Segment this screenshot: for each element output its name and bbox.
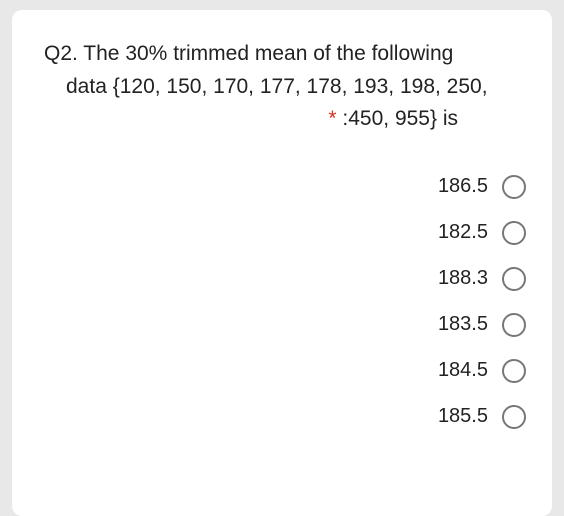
radio-icon: [502, 175, 526, 199]
option-6[interactable]: 185.5: [438, 394, 526, 440]
question-card: Q2. The 30% trimmed mean of the followin…: [12, 10, 552, 516]
option-label: 183.5: [438, 313, 488, 336]
radio-icon: [502, 405, 526, 429]
question-line-2: data {120, 150, 170, 177, 178, 193, 198,…: [38, 71, 526, 104]
option-3[interactable]: 188.3: [438, 256, 526, 302]
radio-icon: [502, 221, 526, 245]
option-label: 188.3: [438, 267, 488, 290]
option-5[interactable]: 184.5: [438, 348, 526, 394]
option-1[interactable]: 186.5: [438, 164, 526, 210]
options-group: 186.5 182.5 188.3 183.5 184.5 185.5: [38, 164, 526, 440]
radio-icon: [502, 359, 526, 383]
option-label: 184.5: [438, 359, 488, 382]
radio-icon: [502, 267, 526, 291]
question-line-3-text: :450, 955} is: [342, 107, 458, 130]
option-label: 185.5: [438, 405, 488, 428]
option-2[interactable]: 182.5: [438, 210, 526, 256]
question-line-3: * :450, 955} is: [38, 103, 526, 136]
question-line-1: Q2. The 30% trimmed mean of the followin…: [38, 38, 526, 71]
question-text: Q2. The 30% trimmed mean of the followin…: [38, 38, 526, 136]
required-asterisk: *: [328, 107, 336, 130]
option-label: 182.5: [438, 221, 488, 244]
radio-icon: [502, 313, 526, 337]
option-label: 186.5: [438, 175, 488, 198]
option-4[interactable]: 183.5: [438, 302, 526, 348]
